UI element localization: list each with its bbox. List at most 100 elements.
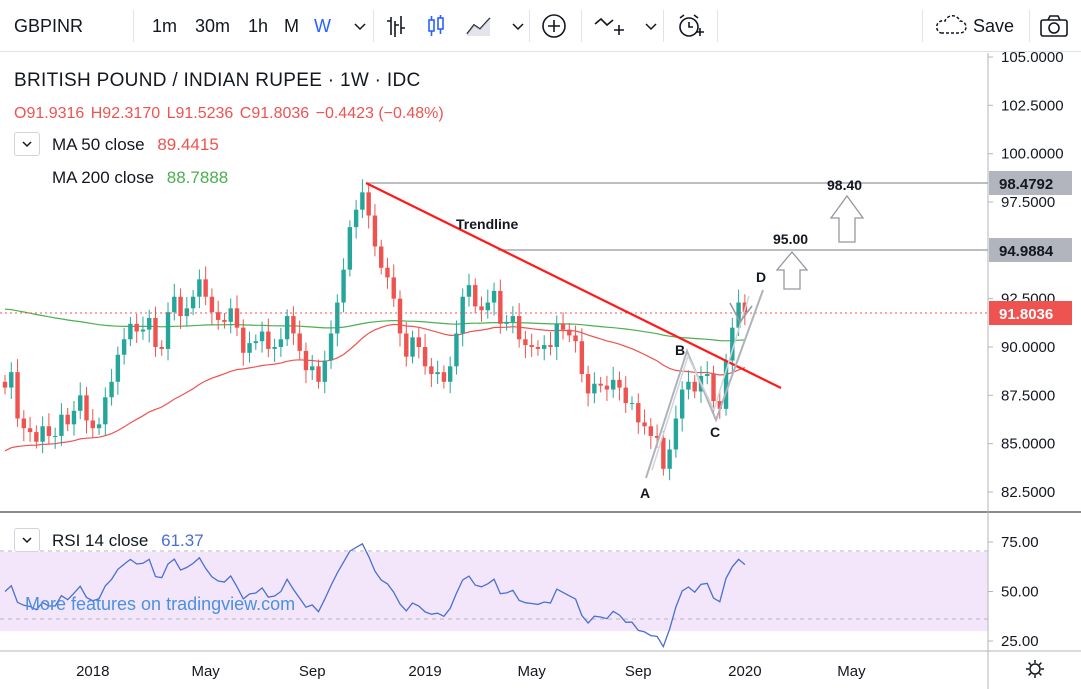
candle	[78, 382, 83, 420]
candle-body	[303, 350, 309, 371]
chevron-down-icon[interactable]	[346, 12, 374, 40]
area-chart-icon[interactable]	[464, 12, 494, 40]
candle-body	[610, 379, 616, 390]
candle	[222, 313, 227, 329]
candle	[215, 300, 221, 330]
last-price-tag-text: 91.8036	[999, 306, 1053, 323]
candle-body	[121, 339, 127, 355]
time-tick-label: Sep	[299, 663, 326, 680]
candle-body	[40, 426, 45, 442]
candle-body	[52, 435, 58, 437]
toolbar-divider	[1029, 10, 1030, 42]
low-value: L91.5236	[166, 105, 234, 122]
chevron-down-icon	[22, 537, 32, 544]
chevron-down-icon[interactable]	[504, 12, 532, 40]
candle	[479, 296, 484, 322]
candle-body	[247, 343, 252, 353]
ma200-legend[interactable]: MA 200 close 88.7888	[52, 168, 228, 188]
candle	[454, 320, 459, 375]
toolbar-divider	[133, 10, 134, 42]
candle	[109, 368, 114, 406]
toolbar-divider	[581, 10, 582, 42]
candle	[610, 366, 616, 398]
rsi-collapse-button[interactable]	[14, 528, 40, 552]
cloud-icon[interactable]	[933, 12, 969, 40]
camera-icon[interactable]	[1038, 12, 1070, 40]
candle-body	[560, 323, 566, 330]
candle	[491, 282, 497, 316]
bars-icon[interactable]	[382, 12, 410, 40]
time-tick-label: 2018	[76, 663, 109, 680]
compare-icon[interactable]	[592, 12, 626, 40]
candle-body	[310, 366, 315, 371]
price-tick-label: 102.5000	[1001, 97, 1064, 114]
ma50-path	[4, 323, 746, 452]
candle-body	[523, 339, 528, 346]
abcd-pattern-inner	[651, 295, 750, 471]
interval-1h[interactable]: 1h	[248, 16, 269, 36]
interval-month[interactable]: M	[284, 16, 299, 36]
ma50-label: MA 50 close	[52, 135, 145, 154]
high-value: H92.3170	[90, 105, 161, 122]
candle	[128, 317, 133, 347]
candle	[516, 303, 522, 348]
candle-body	[178, 296, 183, 317]
candle-body	[661, 437, 666, 469]
candle-body	[259, 331, 265, 342]
candle-body	[190, 296, 196, 309]
open-value: O91.9316	[14, 105, 85, 122]
ma200-value: 88.7888	[166, 168, 229, 187]
rsi-legend[interactable]: RSI 14 close 61.37	[52, 531, 204, 551]
alarm-clock-icon[interactable]	[674, 12, 706, 40]
candle-body	[184, 308, 190, 317]
candle-body	[579, 341, 585, 375]
chart-title: BRITISH POUND / INDIAN RUPEE · 1W · IDC	[14, 70, 421, 91]
candle	[529, 333, 534, 357]
ma50-legend[interactable]: MA 50 close 89.4415	[52, 135, 219, 155]
candle	[165, 302, 171, 361]
candle	[642, 409, 647, 435]
candle	[353, 199, 359, 239]
save-button[interactable]: Save	[973, 16, 1015, 36]
target-arrow-lower	[775, 250, 809, 290]
legend-collapse-button[interactable]	[14, 132, 40, 156]
candle	[15, 359, 20, 427]
candle	[567, 322, 572, 343]
candle	[366, 184, 371, 229]
candle-body	[667, 449, 672, 469]
candle	[234, 295, 240, 336]
candle-body	[629, 403, 635, 405]
interval-week[interactable]: W	[314, 16, 331, 36]
gear-icon[interactable]	[1026, 660, 1044, 678]
candle-body	[15, 372, 20, 419]
candle-body	[284, 316, 290, 340]
price-tick-label: 90.0000	[1001, 339, 1055, 356]
candle	[121, 327, 127, 365]
candle	[303, 342, 309, 384]
candle	[253, 334, 258, 350]
candle-body	[140, 329, 146, 332]
candle-body	[723, 360, 729, 409]
candle-body	[717, 401, 722, 409]
candle-body	[109, 381, 114, 398]
candle-body	[516, 316, 522, 340]
candle	[460, 288, 465, 347]
candle	[466, 273, 472, 307]
candle	[341, 258, 346, 313]
price-tick-label: 87.5000	[1001, 387, 1055, 404]
interval-1m[interactable]: 1m	[152, 16, 178, 36]
chevron-down-icon[interactable]	[637, 12, 665, 40]
interval-30m[interactable]: 30m	[195, 16, 231, 36]
candle-body	[27, 428, 33, 433]
candle-body	[711, 374, 716, 402]
add-indicator-icon[interactable]	[540, 12, 568, 40]
candle-body	[385, 267, 390, 278]
candle-body	[473, 285, 478, 307]
symbol-search[interactable]: GBPINR	[14, 16, 84, 36]
candles-icon[interactable]	[422, 12, 450, 40]
candle-body	[272, 347, 277, 349]
candle	[385, 257, 390, 289]
candle	[686, 370, 691, 400]
promo-link[interactable]: More features on tradingview.com	[25, 594, 296, 614]
